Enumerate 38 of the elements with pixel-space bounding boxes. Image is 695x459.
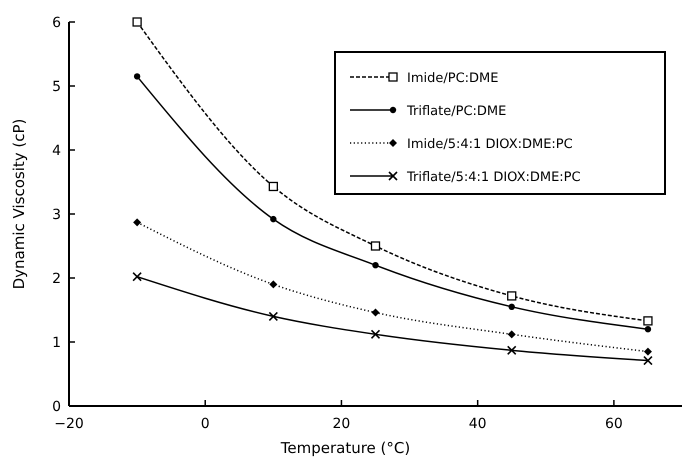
legend-label: Imide/5:4:1 DIOX:DME:PC [407, 137, 573, 152]
x-tick-label: 40 [468, 416, 487, 432]
point [268, 312, 278, 322]
point [372, 308, 380, 317]
legend-label: Triflate/5:4:1 DIOX:DME:PC [406, 170, 581, 185]
x-tick-label: −20 [54, 416, 84, 432]
y-tick-label: 4 [52, 143, 62, 159]
x-tick-label: 60 [604, 416, 623, 432]
point [508, 330, 516, 338]
x-tick-label: 0 [200, 416, 210, 432]
point [644, 348, 652, 356]
point [269, 280, 278, 288]
point [133, 218, 142, 226]
y-tick-label: 0 [52, 399, 61, 415]
x-axis-title: Temperature (°C) [280, 439, 410, 457]
point [270, 216, 277, 222]
point [132, 272, 142, 282]
y-tick-label: 3 [52, 207, 61, 223]
x-tick-label: 20 [332, 416, 350, 432]
y-tick-label: 1 [52, 335, 61, 351]
y-tick-label: 6 [52, 15, 62, 31]
point [372, 262, 379, 268]
legend-label: Triflate/PC:DME [406, 104, 506, 119]
point [643, 356, 653, 366]
y-tick-label: 2 [52, 271, 61, 287]
point [508, 304, 515, 310]
y-axis-title: Dynamic Viscosity (cP) [10, 118, 28, 290]
point [644, 326, 652, 332]
point [370, 241, 380, 251]
point [507, 291, 516, 301]
point [643, 316, 653, 326]
point [134, 73, 140, 80]
point [506, 346, 517, 356]
point [268, 182, 278, 192]
point [132, 17, 142, 27]
point [370, 330, 380, 340]
legend-label: Imide/PC:DME [407, 71, 498, 86]
y-tick-label: 5 [52, 79, 61, 95]
